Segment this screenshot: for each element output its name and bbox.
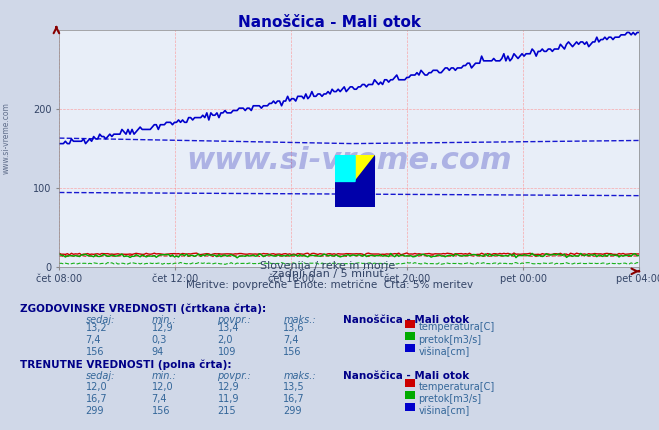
Text: TRENUTNE VREDNOSTI (polna črta):: TRENUTNE VREDNOSTI (polna črta):	[20, 359, 231, 369]
Text: 215: 215	[217, 406, 236, 416]
Text: 13,6: 13,6	[283, 322, 305, 332]
Text: sedaj:: sedaj:	[86, 315, 115, 325]
Text: Nanoščica - Mali otok: Nanoščica - Mali otok	[238, 15, 421, 30]
Text: 2,0: 2,0	[217, 335, 233, 344]
Text: 7,4: 7,4	[86, 335, 101, 344]
Text: 7,4: 7,4	[152, 394, 167, 404]
Text: višina[cm]: višina[cm]	[418, 406, 470, 416]
Text: zadnji dan / 5 minut.: zadnji dan / 5 minut.	[272, 269, 387, 280]
Text: www.si-vreme.com: www.si-vreme.com	[186, 146, 512, 175]
Text: min.:: min.:	[152, 315, 177, 325]
Text: 12,9: 12,9	[217, 382, 239, 392]
Text: maks.:: maks.:	[283, 371, 316, 381]
Text: 12,0: 12,0	[86, 382, 107, 392]
Text: 16,7: 16,7	[283, 394, 305, 404]
Text: 156: 156	[152, 406, 170, 416]
Text: www.si-vreme.com: www.si-vreme.com	[2, 101, 11, 174]
Text: 7,4: 7,4	[283, 335, 299, 344]
Text: povpr.:: povpr.:	[217, 371, 251, 381]
Text: višina[cm]: višina[cm]	[418, 347, 470, 357]
Text: Nanoščica - Mali otok: Nanoščica - Mali otok	[343, 371, 469, 381]
Text: 12,9: 12,9	[152, 322, 173, 332]
Text: 156: 156	[86, 347, 104, 356]
Text: Nanoščica - Mali otok: Nanoščica - Mali otok	[343, 315, 469, 325]
Text: pretok[m3/s]: pretok[m3/s]	[418, 394, 482, 404]
Text: 13,4: 13,4	[217, 322, 239, 332]
Text: 11,9: 11,9	[217, 394, 239, 404]
Text: maks.:: maks.:	[283, 315, 316, 325]
Text: povpr.:: povpr.:	[217, 315, 251, 325]
Text: 109: 109	[217, 347, 236, 356]
Text: Meritve: povprečne  Enote: metrične  Črta: 5% meritev: Meritve: povprečne Enote: metrične Črta:…	[186, 278, 473, 290]
Text: 16,7: 16,7	[86, 394, 107, 404]
Text: sedaj:: sedaj:	[86, 371, 115, 381]
Text: 94: 94	[152, 347, 164, 356]
Text: 299: 299	[283, 406, 302, 416]
Text: 299: 299	[86, 406, 104, 416]
Text: 13,5: 13,5	[283, 382, 305, 392]
Text: 13,2: 13,2	[86, 322, 107, 332]
Text: 12,0: 12,0	[152, 382, 173, 392]
Text: pretok[m3/s]: pretok[m3/s]	[418, 335, 482, 344]
Text: Slovenija / reke in morje.: Slovenija / reke in morje.	[260, 261, 399, 271]
Text: 156: 156	[283, 347, 302, 356]
Text: min.:: min.:	[152, 371, 177, 381]
Text: ZGODOVINSKE VREDNOSTI (črtkana črta):: ZGODOVINSKE VREDNOSTI (črtkana črta):	[20, 303, 266, 313]
Text: 0,3: 0,3	[152, 335, 167, 344]
Text: temperatura[C]: temperatura[C]	[418, 382, 495, 392]
Text: temperatura[C]: temperatura[C]	[418, 322, 495, 332]
